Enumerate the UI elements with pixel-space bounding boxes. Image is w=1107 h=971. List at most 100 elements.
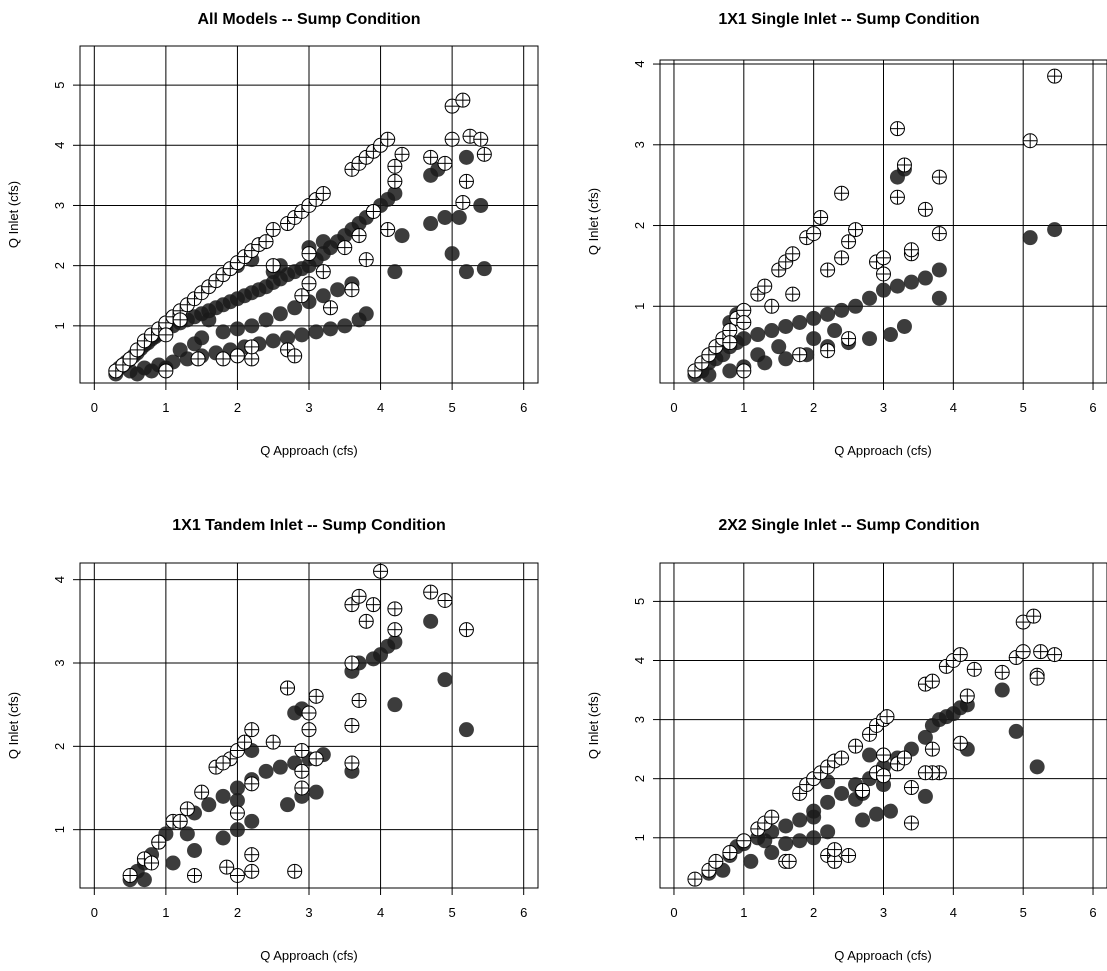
filled-data-point <box>308 784 324 800</box>
crossed-circle-data-point <box>179 801 195 817</box>
crossed-circle-data-point <box>813 209 829 225</box>
crossed-circle-data-point <box>781 853 797 869</box>
crossed-circle-data-point <box>931 169 947 185</box>
filled-data-point <box>280 330 296 346</box>
crossed-circle-data-point <box>394 146 410 162</box>
crossed-circle-data-point <box>876 266 891 282</box>
x-axis-label: Q Approach (cfs) <box>260 948 358 963</box>
x-tick-label: 2 <box>234 905 241 920</box>
filled-data-point <box>315 234 331 250</box>
filled-data-point <box>862 331 878 347</box>
crossed-circle-data-point <box>903 780 919 796</box>
crossed-circle-data-point <box>889 121 905 137</box>
filled-data-point <box>889 278 905 294</box>
crossed-circle-data-point <box>294 288 310 304</box>
filled-data-point <box>229 321 245 337</box>
x-axis-label: Q Approach (cfs) <box>834 948 932 963</box>
filled-data-point <box>458 264 474 280</box>
filled-data-point <box>855 812 871 828</box>
x-tick-label: 6 <box>1089 905 1096 920</box>
marker-layer <box>687 608 1063 887</box>
y-tick-label: 5 <box>52 81 67 88</box>
filled-data-point <box>931 290 947 306</box>
crossed-circle-data-point <box>889 189 905 205</box>
crossed-circle-data-point <box>337 240 353 256</box>
filled-data-point <box>778 318 794 334</box>
crossed-circle-data-point <box>834 250 850 266</box>
filled-data-point <box>201 312 217 328</box>
x-tick-label: 3 <box>305 400 312 415</box>
crossed-circle-data-point <box>351 588 367 604</box>
y-tick-label: 3 <box>632 141 647 148</box>
x-tick-label: 4 <box>377 400 384 415</box>
x-tick-label: 5 <box>449 400 456 415</box>
crossed-circle-data-point <box>966 661 982 677</box>
filled-data-point <box>437 672 453 688</box>
crossed-circle-data-point <box>287 348 303 364</box>
crossed-circle-data-point <box>322 300 338 316</box>
filled-data-point <box>882 803 898 819</box>
y-axis-label: Q Inlet (cfs) <box>6 692 21 759</box>
filled-data-point <box>201 797 217 813</box>
crossed-circle-data-point <box>841 331 857 347</box>
crossed-circle-data-point <box>820 262 836 278</box>
crossed-circle-data-point <box>855 783 871 798</box>
crossed-circle-data-point <box>792 347 808 363</box>
y-tick-label: 3 <box>52 659 67 666</box>
filled-data-point <box>750 347 766 363</box>
crossed-circle-data-point <box>190 351 206 367</box>
crossed-circle-data-point <box>215 351 231 367</box>
crossed-circle-data-point <box>122 868 138 883</box>
filled-data-point <box>187 336 202 352</box>
crossed-circle-data-point <box>437 155 453 171</box>
filled-data-point <box>437 210 453 226</box>
crossed-circle-data-point <box>344 718 360 733</box>
crossed-circle-data-point <box>722 323 738 339</box>
crossed-circle-data-point <box>952 735 968 751</box>
filled-data-point <box>701 367 717 383</box>
crossed-circle-data-point <box>315 185 331 201</box>
filled-data-point <box>743 853 759 869</box>
crossed-circle-data-point <box>736 363 752 379</box>
crossed-circle-data-point <box>365 203 381 219</box>
crossed-circle-data-point <box>757 278 773 294</box>
crossed-circle-data-point <box>280 680 296 696</box>
crossed-circle-data-point <box>924 673 940 689</box>
crossed-circle-data-point <box>244 776 260 792</box>
filled-data-point <box>458 722 474 738</box>
filled-data-point <box>757 833 773 849</box>
filled-data-point <box>294 327 310 343</box>
crossed-circle-data-point <box>876 768 891 784</box>
x-tick-label: 2 <box>810 905 817 920</box>
filled-data-point <box>476 261 492 277</box>
marker-layer <box>122 563 474 888</box>
y-tick-label: 1 <box>52 322 67 329</box>
filled-data-point <box>179 826 195 842</box>
crossed-circle-data-point <box>373 563 389 579</box>
crossed-circle-data-point <box>301 276 317 292</box>
crossed-circle-data-point <box>351 693 367 708</box>
filled-data-point <box>1008 723 1024 739</box>
crossed-circle-data-point <box>380 131 396 147</box>
y-tick-label: 2 <box>632 775 647 782</box>
x-tick-label: 1 <box>162 905 169 920</box>
chart-title: 1X1 Tandem Inlet -- Sump Condition <box>172 517 445 534</box>
crossed-circle-data-point <box>834 185 850 201</box>
y-tick-label: 1 <box>632 834 647 841</box>
filled-data-point <box>144 363 160 379</box>
crossed-circle-data-point <box>841 848 857 863</box>
y-tick-label: 4 <box>632 657 647 664</box>
crossed-circle-data-point <box>229 868 245 883</box>
crossed-circle-data-point <box>1029 670 1045 686</box>
crossed-circle-data-point <box>229 348 245 364</box>
crossed-circle-data-point <box>903 815 919 831</box>
crossed-circle-data-point <box>215 755 231 771</box>
crossed-circle-data-point <box>265 258 281 274</box>
filled-data-point <box>458 149 474 165</box>
crossed-circle-data-point <box>194 784 210 800</box>
chart-panel-4: 0 1 2 3 4 5 6 1 2 3 4 5 2X2 Single Inlet -- Sump Con… <box>586 517 1107 963</box>
crossed-circle-data-point <box>158 327 174 343</box>
crossed-circle-data-point <box>387 158 403 174</box>
y-tick-label: 4 <box>632 60 647 67</box>
crossed-circle-data-point <box>834 750 850 766</box>
